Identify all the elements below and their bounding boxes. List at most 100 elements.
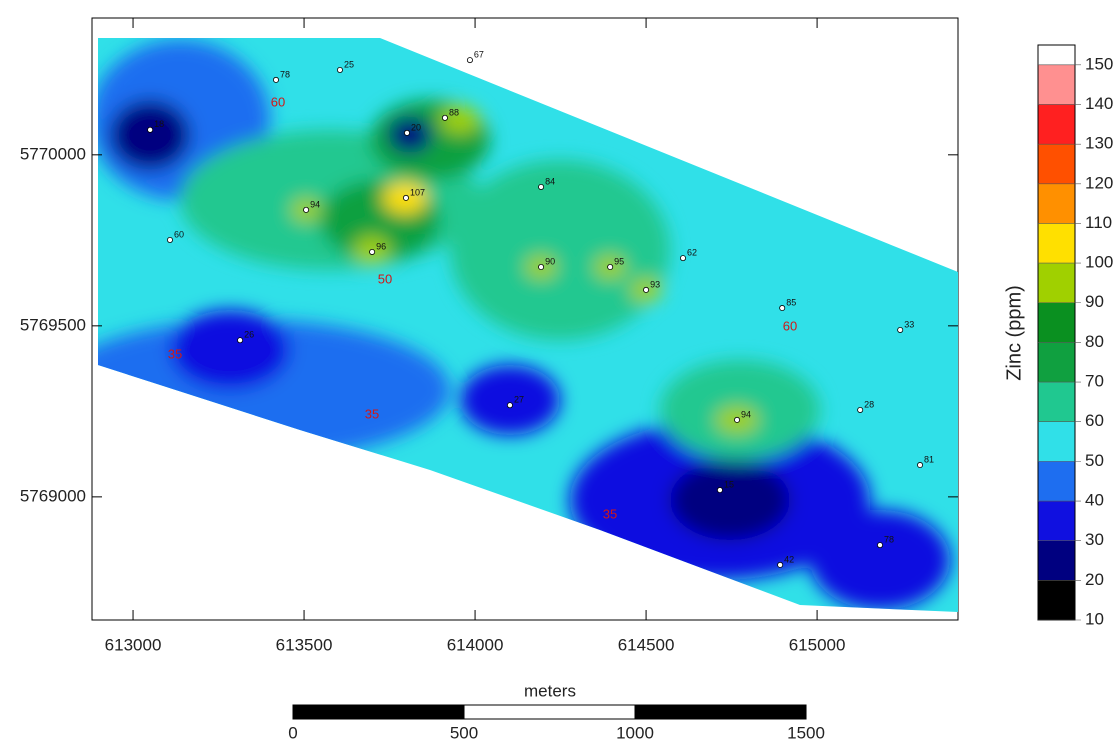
sample-value: 107 [410,187,425,197]
colorbar-tick-label: 20 [1085,570,1104,589]
sample-value: 27 [514,395,524,405]
y-tick-label: 5769500 [20,315,86,334]
sample-value: 28 [864,399,874,409]
sample-point [917,462,924,469]
contour-label: 60 [271,94,285,109]
sample-point [369,248,376,255]
sample-point [147,126,154,133]
colorbar-tick-label: 120 [1085,173,1113,192]
sample-point [237,337,244,344]
sample-value: 67 [474,49,484,59]
sample-value: 78 [884,534,894,544]
sample-point [877,542,884,549]
colorbar-tick-label: 140 [1085,94,1113,113]
sample-value: 84 [545,176,555,186]
sample-value: 93 [650,279,660,289]
colorbar-band [1038,461,1075,502]
sample-value: 81 [924,454,934,464]
colorbar-band [1038,382,1075,422]
scale-segment [463,704,636,720]
scale-tick-label: 1500 [787,723,825,742]
x-tick-label: 615000 [789,635,846,654]
contour-label: 35 [365,406,379,421]
sample-point [777,561,784,568]
colorbar-tick-label: 80 [1085,332,1104,351]
contour-label: 35 [603,506,617,521]
sample-value: 62 [687,247,697,257]
colorbar-tick-label: 70 [1085,372,1104,391]
scale-tick-label: 0 [288,723,297,742]
sample-value: 95 [614,256,624,266]
sample-point [303,206,310,213]
colorbar-band [1038,580,1075,620]
sample-point [506,402,513,409]
sample-point [538,183,545,190]
sample-value: 26 [244,330,254,340]
sample-point [779,305,786,312]
colorbar-label: Zinc (ppm) [1003,285,1025,381]
sample-point [716,487,723,494]
x-tick-label: 614000 [447,635,504,654]
sample-point [643,286,650,293]
sample-value: 94 [310,199,320,209]
contour-label: 50 [378,271,392,286]
scale-bar-label: meters [524,681,576,700]
colorbar-tick-label: 100 [1085,253,1113,272]
x-tick-label: 613000 [105,635,162,654]
sample-value: 94 [741,409,751,419]
sample-value: 33 [904,319,914,329]
scale-bar: 0 500 1000 1500 [288,704,825,742]
axes: 613000 613500 614000 614500 615000 5769000 576… [20,18,958,654]
samples: 78 25 20 88 107 96 94 84 90 95 93 85 94 27 18 26 15 42 78 8… [147,49,934,568]
sample-point [897,326,904,333]
sample-point [538,264,545,271]
colorbar-band [1038,263,1075,303]
contour-label: 35 [168,346,182,361]
contour-label: 60 [783,318,797,333]
colorbar-tick-label: 130 [1085,134,1113,153]
colorbar-tick-label: 50 [1085,451,1104,470]
sample-value: 90 [545,256,555,266]
sample-point [273,76,280,83]
sample-value: 25 [344,59,354,69]
colorbar-tick-label: 90 [1085,292,1104,311]
colorbar-tick-label: 110 [1085,213,1112,232]
sample-value: 88 [449,107,459,117]
sample-point [166,236,173,243]
colorbar-band [1038,104,1075,145]
sample-value: 18 [154,119,164,129]
scale-segment [292,704,465,720]
sample-point [466,57,473,64]
sample-point [857,406,864,413]
sample-value: 85 [786,297,796,307]
scale-tick-label: 1000 [616,723,654,742]
sample-point [734,416,741,423]
scale-tick-label: 500 [450,723,478,742]
colorbar-band [1038,45,1075,65]
colorbar-tick-label: 60 [1085,411,1104,430]
colorbar-band [1038,421,1075,462]
sample-point [336,66,343,73]
colorbar-band [1038,342,1075,383]
y-tick-label: 5769000 [20,486,86,505]
y-tick-label: 5770000 [20,144,86,163]
sample-value: 60 [174,229,184,239]
colorbar-band [1038,540,1075,581]
colorbar: 10 20 30 40 50 60 70 80 90 100 110 120 130 140 150 [1037,44,1113,628]
colorbar-tick-label: 30 [1085,530,1104,549]
sample-value: 15 [724,479,734,489]
sample-point [402,194,409,201]
sample-value: 42 [784,554,794,564]
sample-value: 20 [411,122,421,132]
colorbar-band [1038,64,1075,105]
x-tick-label: 614500 [618,635,675,654]
colorbar-band [1038,144,1075,184]
sample-point [607,264,614,271]
colorbar-band [1038,183,1075,224]
colorbar-tick-label: 10 [1085,609,1104,628]
colorbar-band [1038,501,1075,541]
colorbar-band [1038,302,1075,343]
colorbar-tick-label: 40 [1085,491,1104,510]
x-tick-label: 613500 [276,635,333,654]
